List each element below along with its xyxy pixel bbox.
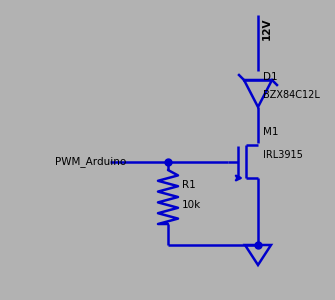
Text: 10k: 10k [182,200,201,210]
Text: 12V: 12V [262,17,272,40]
Text: R1: R1 [182,180,196,190]
Text: PWM_Arduino: PWM_Arduino [55,157,126,167]
Text: M1: M1 [263,127,278,137]
Text: D1: D1 [263,73,278,82]
Text: IRL3915: IRL3915 [263,150,303,160]
Text: BZX84C12L: BZX84C12L [263,91,320,100]
